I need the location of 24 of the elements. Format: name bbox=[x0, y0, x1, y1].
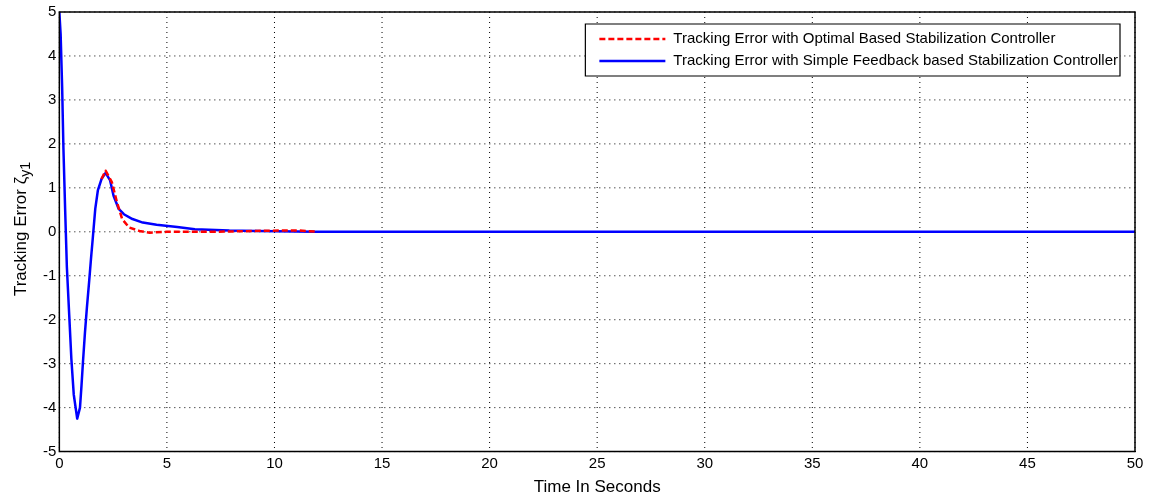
y-tick-label: 1 bbox=[47, 177, 57, 195]
legend-label: Tracking Error with Simple Feedback based Stabilization Controller bbox=[673, 51, 1118, 69]
x-tick-label: 50 bbox=[1126, 453, 1144, 471]
y-tick-label: 0 bbox=[47, 221, 57, 239]
x-tick-label: 25 bbox=[588, 453, 606, 471]
y-tick-label: 5 bbox=[47, 2, 57, 20]
y-tick-label: -5 bbox=[42, 441, 57, 459]
x-axis-title: Time In Seconds bbox=[533, 477, 661, 497]
x-tick-label: 30 bbox=[696, 453, 714, 471]
y-tick-label: -3 bbox=[42, 353, 57, 371]
y-tick-label: -2 bbox=[42, 309, 57, 327]
x-tick-label: 45 bbox=[1019, 453, 1036, 471]
y-tick-label: 3 bbox=[47, 90, 57, 108]
x-tick-label: 35 bbox=[803, 453, 821, 471]
x-tick-label: 10 bbox=[266, 453, 283, 471]
x-tick-label: 40 bbox=[911, 453, 929, 471]
x-tick-label: 5 bbox=[162, 453, 172, 471]
y-tick-label: -1 bbox=[42, 265, 57, 283]
x-tick-label: 15 bbox=[373, 453, 391, 471]
y-tick-label: -4 bbox=[42, 397, 57, 415]
x-tick-label: 20 bbox=[481, 453, 498, 471]
legend-label: Tracking Error with Optimal Based Stabilization Controller bbox=[673, 29, 1056, 47]
y-tick-label: 2 bbox=[47, 134, 57, 152]
y-tick-label: 4 bbox=[47, 46, 57, 64]
